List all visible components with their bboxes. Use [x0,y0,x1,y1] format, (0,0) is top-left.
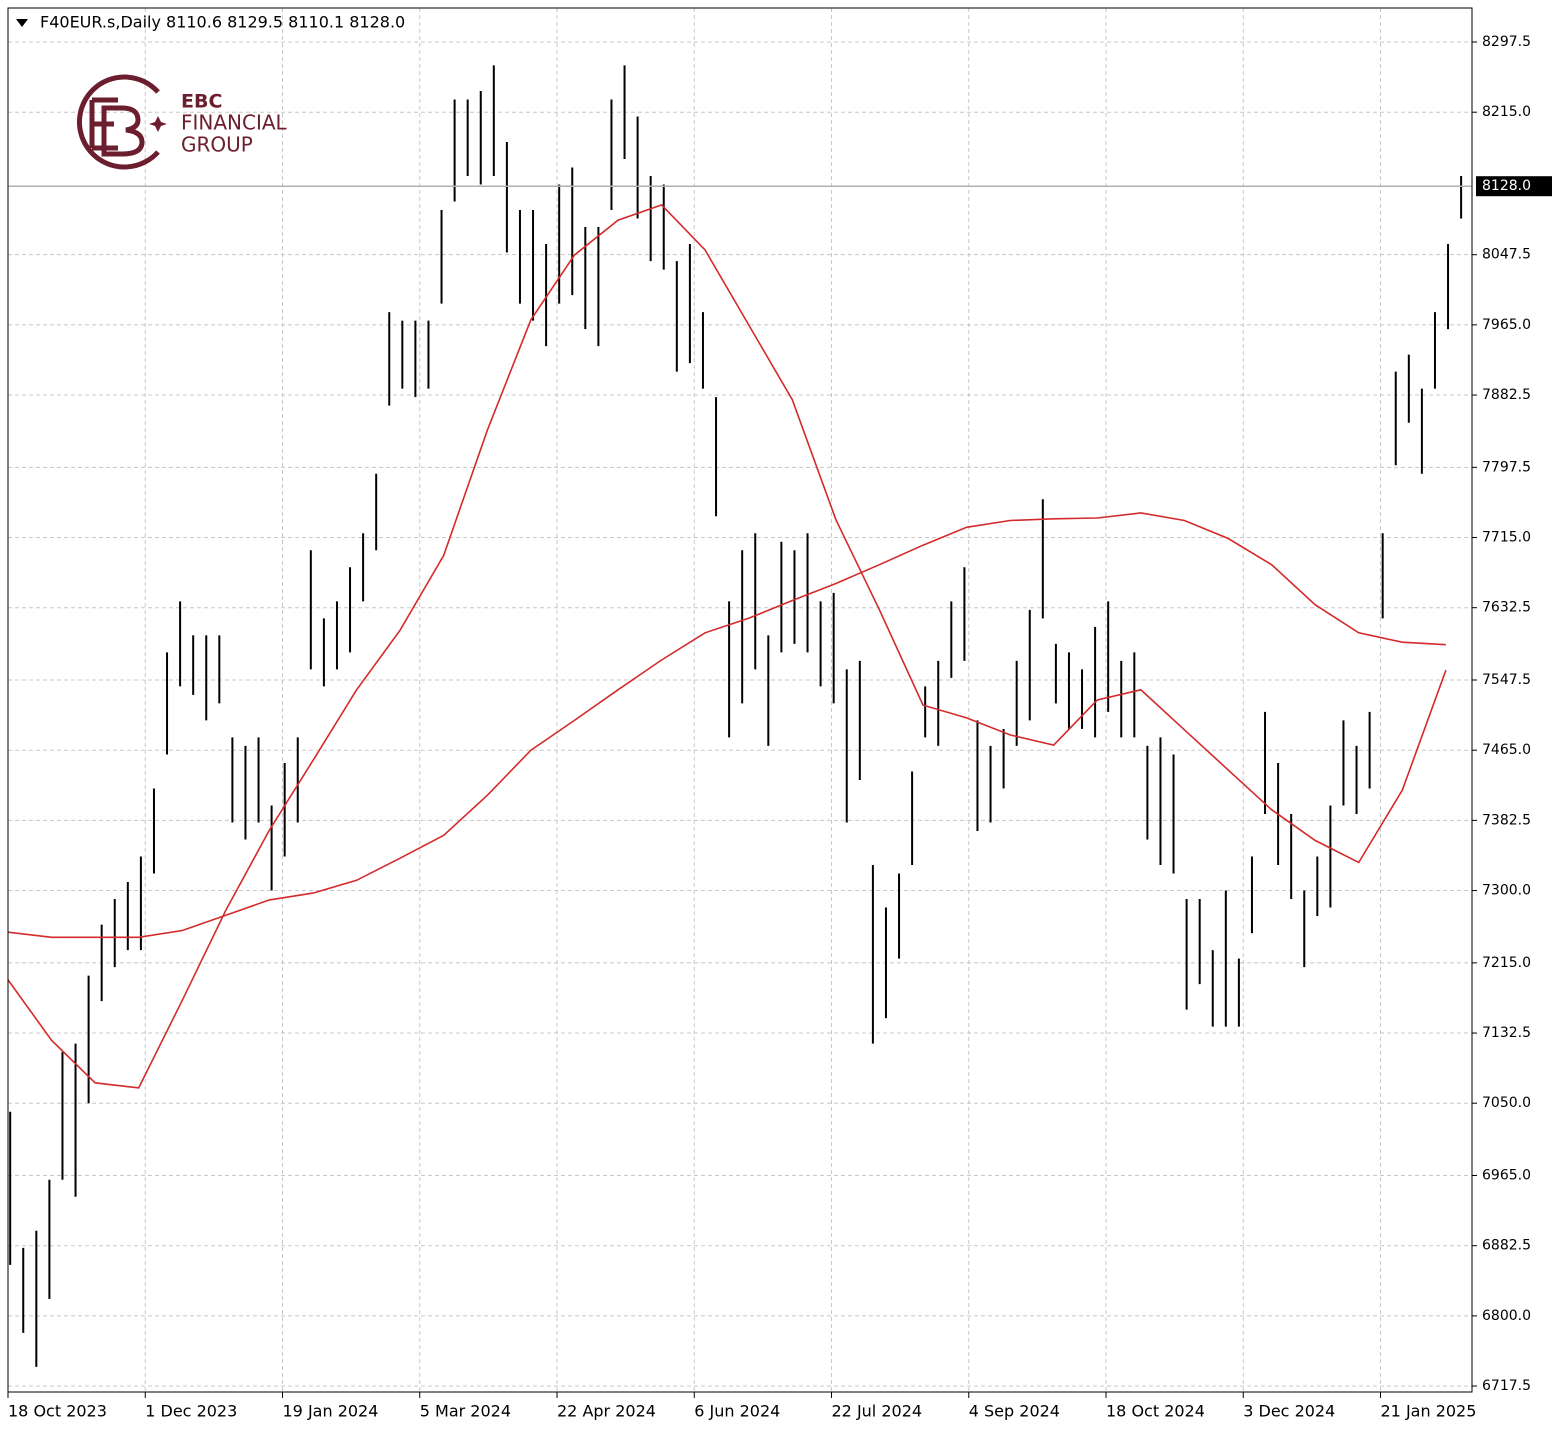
y-tick-label: 7547.5 [1482,672,1531,688]
x-tick-label: 3 Dec 2024 [1243,1402,1335,1421]
y-tick-label: 7882.5 [1482,387,1531,403]
y-tick-label: 7465.0 [1482,742,1531,758]
x-tick-label: 21 Jan 2025 [1381,1402,1477,1421]
y-tick-label: 6800.0 [1482,1308,1531,1324]
y-tick-label: 7715.0 [1482,530,1531,546]
logo: EBC FINANCIAL GROUP [77,74,288,170]
y-tick-label: 7050.0 [1482,1095,1531,1111]
marks [7,65,1472,1367]
grid [7,8,1472,1392]
y-tick-label: 8215.0 [1482,104,1531,120]
y-tick-label: 7132.5 [1482,1025,1531,1041]
dropdown-arrow [16,19,28,27]
logo-glyph [89,97,145,157]
x-tick-label: 18 Oct 2024 [1106,1402,1205,1421]
logo-text: EBC [181,91,222,113]
x-tick-label: 5 Mar 2024 [420,1402,511,1421]
logo-text: FINANCIAL [181,111,288,135]
moving-average [7,203,1447,1089]
y-tick-label: 6965.0 [1482,1168,1531,1184]
y-tick-label: 6717.5 [1482,1378,1531,1394]
moving-average [7,512,1446,939]
y-tick-label: 7215.0 [1482,955,1531,971]
y-tick-label: 7965.0 [1482,317,1531,333]
logo-star [149,116,167,132]
y-tick-label: 7382.5 [1482,812,1531,828]
chart-title: F40EUR.s,Daily 8110.6 8129.5 8110.1 8128… [40,13,405,32]
y-tick-label: 6882.5 [1482,1238,1531,1254]
y-tick-label: 7632.5 [1482,600,1531,616]
x-tick-label: 1 Dec 2023 [145,1402,237,1421]
current-price-label: 8128.0 [1482,178,1531,194]
x-tick-label: 22 Apr 2024 [557,1402,656,1421]
x-tick-label: 18 Oct 2023 [8,1402,107,1421]
logo-ring [77,74,160,170]
axes: 6717.5 6800.0 6882.5 6965.0 7050.0 7132.5 7215… [7,34,1552,1421]
x-tick-label: 6 Jun 2024 [694,1402,780,1421]
x-tick-label: 4 Sep 2024 [969,1402,1060,1421]
y-tick-label: 7797.5 [1482,459,1531,475]
y-tick-label: 8047.5 [1482,247,1531,263]
current-price-box [1476,176,1552,197]
logo-text: GROUP [181,133,253,157]
x-tick-label: 22 Jul 2024 [832,1402,923,1421]
y-tick-label: 8297.5 [1482,34,1531,50]
x-tick-label: 19 Jan 2024 [283,1402,379,1421]
plot-border [7,7,1473,1393]
y-tick-label: 7300.0 [1482,883,1531,899]
